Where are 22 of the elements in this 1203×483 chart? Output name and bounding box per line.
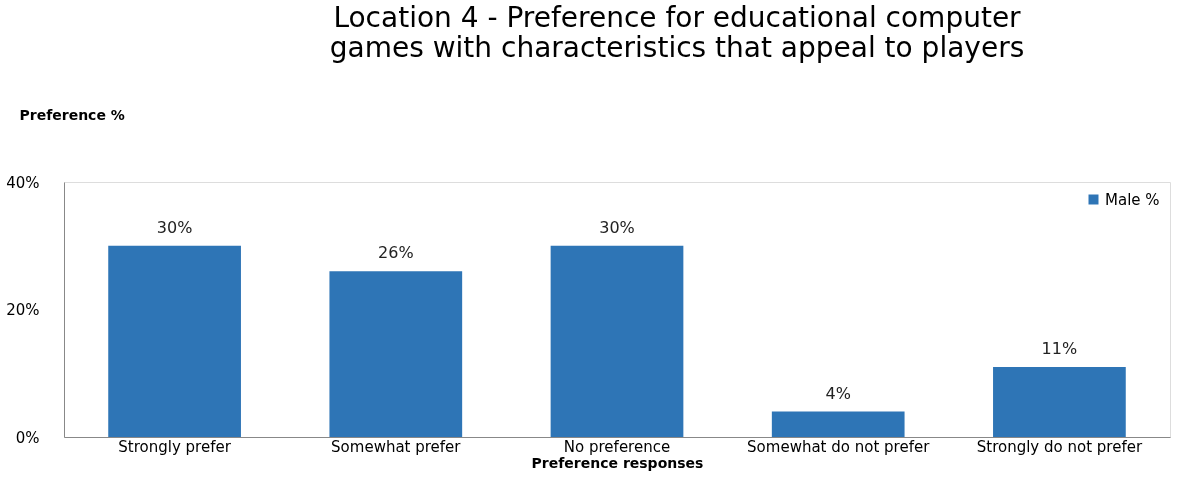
- bar: [329, 271, 463, 437]
- x-tick-label: Somewhat do not prefer: [747, 437, 931, 456]
- data-label: 26%: [378, 243, 414, 263]
- data-label: 4%: [825, 383, 851, 403]
- y-tick-label: 40%: [6, 173, 40, 192]
- chart-title: Location 4 - Preference for educational computer games with characteristics that appeal to players: [329, 1, 1025, 64]
- data-label: 11%: [1041, 338, 1078, 358]
- bar: [771, 411, 905, 437]
- bar: [993, 366, 1126, 437]
- y-tick-label: 0%: [15, 428, 40, 447]
- x-tick-label: Somewhat prefer: [331, 437, 462, 456]
- y-tick-label: 20%: [6, 301, 40, 319]
- data-label: 30%: [599, 217, 635, 237]
- x-tick-label: No preference: [563, 437, 671, 456]
- legend-label: Male %: [1105, 190, 1160, 209]
- data-label: 30%: [156, 217, 193, 237]
- x-tick-label: Strongly do not prefer: [976, 437, 1143, 456]
- y-axis-title: Preference %: [19, 106, 125, 123]
- bar: [550, 245, 684, 437]
- x-tick-label: Strongly prefer: [118, 437, 232, 456]
- bar: [108, 245, 241, 437]
- x-axis-title: Preference responses: [531, 454, 704, 471]
